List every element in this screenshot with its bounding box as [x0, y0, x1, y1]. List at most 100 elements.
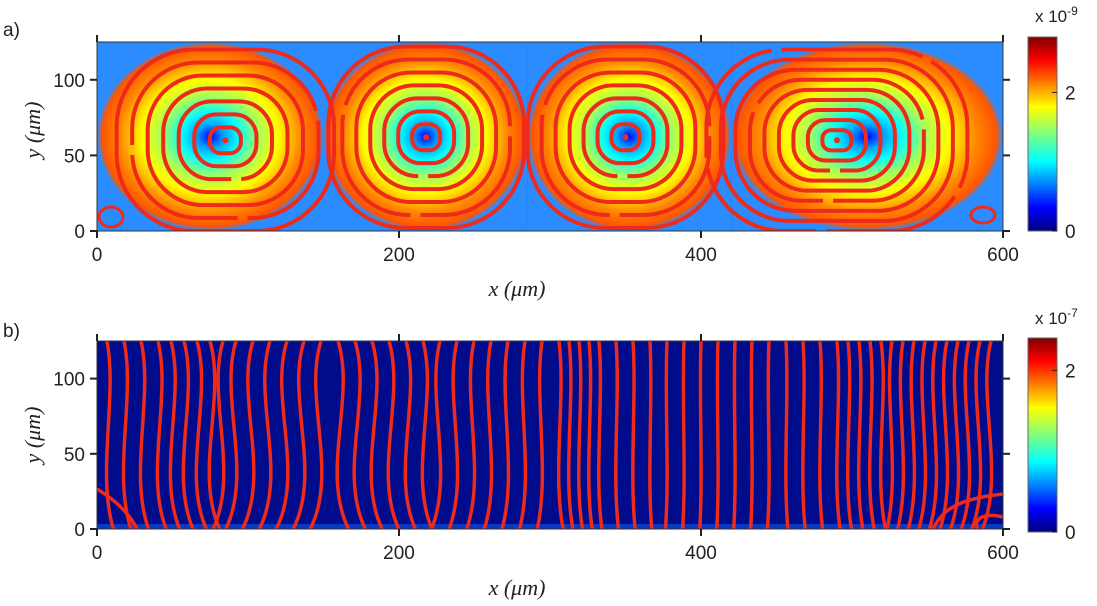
- streamline: [680, 341, 686, 529]
- streamline: [386, 341, 401, 529]
- streamline: [308, 341, 324, 529]
- streamline: [845, 341, 854, 529]
- corner-streamline: [97, 487, 139, 529]
- streamline: [818, 341, 825, 529]
- streamline: [291, 341, 307, 529]
- corner-eddy: [969, 205, 997, 225]
- panel-b-colorbar-multiplier: x 10-7: [1035, 306, 1078, 328]
- streamline: [748, 341, 754, 529]
- streamline: [718, 57, 955, 223]
- streamline: [614, 341, 621, 529]
- streamline: [576, 341, 585, 529]
- colorbar-tick-label: 2: [1065, 83, 1076, 104]
- streamline: [556, 341, 565, 529]
- colorbar-tick-label: 2: [1065, 361, 1076, 382]
- streamline: [762, 87, 912, 193]
- streamline: [553, 70, 698, 205]
- streamline: [747, 77, 926, 203]
- streamline: [482, 341, 494, 529]
- vortex-center-dot: [833, 137, 840, 144]
- streamline: [274, 341, 290, 529]
- streamline: [354, 70, 499, 205]
- streamline: [429, 341, 443, 529]
- streamline: [581, 96, 670, 179]
- colorbar-tick-label: 0: [1065, 523, 1076, 544]
- streamline: [885, 341, 895, 529]
- streamline: [733, 67, 941, 213]
- panel-a-label: a): [3, 20, 20, 41]
- y-tick-label: 0: [74, 222, 85, 243]
- streamline: [927, 341, 939, 529]
- streamline: [715, 341, 720, 529]
- x-tick-label: 400: [685, 543, 717, 564]
- streamline: [326, 44, 527, 230]
- panel-b-axes: 0 200 400 600 0 50 100: [53, 334, 1019, 564]
- streamline: [168, 341, 182, 529]
- streamline: [595, 109, 656, 166]
- streamline: [369, 341, 384, 529]
- streamline: [539, 57, 712, 218]
- streamline: [176, 99, 274, 182]
- streamline: [805, 118, 868, 163]
- streamline: [211, 341, 226, 529]
- streamline: [980, 341, 994, 529]
- vortex-center-dot: [622, 134, 629, 141]
- streamline: [663, 341, 669, 529]
- streamline: [130, 60, 321, 221]
- streamline: [525, 44, 726, 230]
- streamline: [104, 341, 116, 529]
- x-tick-label: 200: [383, 245, 415, 266]
- x-tick-label: 200: [383, 543, 415, 564]
- streamline: [447, 341, 460, 529]
- streamline: [566, 341, 575, 529]
- panel-a-axes: 0 200 400 600 0 50 100: [53, 35, 1019, 266]
- streamline: [835, 341, 842, 529]
- streamline: [895, 341, 906, 529]
- panel-a-ylabel: y (μm): [20, 102, 45, 161]
- corner-streamline: [974, 513, 1003, 529]
- streamline: [765, 341, 771, 529]
- streamline: [121, 341, 133, 529]
- panel-a-streamlines: [97, 44, 997, 231]
- y-tick-label: 100: [53, 370, 85, 391]
- streamline: [465, 341, 477, 529]
- panel-a-colorbar-multiplier: x 10-9: [1035, 4, 1078, 26]
- streamline: [776, 97, 897, 183]
- streamline: [240, 341, 256, 529]
- x-tick-label: 600: [987, 543, 1019, 564]
- streamline: [368, 83, 485, 192]
- streamline: [138, 341, 151, 529]
- streamline: [631, 341, 637, 529]
- x-tick-label: 0: [92, 245, 103, 266]
- streamline: [145, 73, 306, 208]
- panel-b-xlabel: x (μm): [488, 575, 546, 600]
- streamline: [114, 47, 337, 231]
- streamline: [791, 108, 883, 173]
- panel-a-colorbar-ticks: 02: [1052, 83, 1076, 243]
- streamline: [704, 47, 970, 231]
- streamline: [207, 125, 243, 156]
- vortex-center-dot: [423, 134, 430, 141]
- x-tick-label: 0: [92, 543, 103, 564]
- streamline: [597, 341, 604, 529]
- streamline: [698, 341, 703, 529]
- streamline: [567, 83, 684, 192]
- y-tick-label: 0: [74, 520, 85, 541]
- panel-a-xlabel: x (μm): [488, 276, 546, 301]
- panel-a-colorbar: [1027, 36, 1058, 232]
- colorbar-tick-label: 0: [1065, 222, 1076, 243]
- x-tick-label: 600: [987, 245, 1019, 266]
- streamline: [648, 341, 654, 529]
- streamline: [410, 122, 443, 153]
- streamline: [587, 341, 594, 529]
- streamline: [535, 341, 545, 529]
- panel-b-frame: [96, 340, 1004, 530]
- vortex-center-dot: [222, 137, 229, 144]
- streamline: [801, 341, 807, 529]
- panel-b-label: b): [3, 321, 20, 342]
- streamline: [382, 96, 471, 179]
- streamline: [396, 109, 457, 166]
- streamline: [257, 341, 273, 529]
